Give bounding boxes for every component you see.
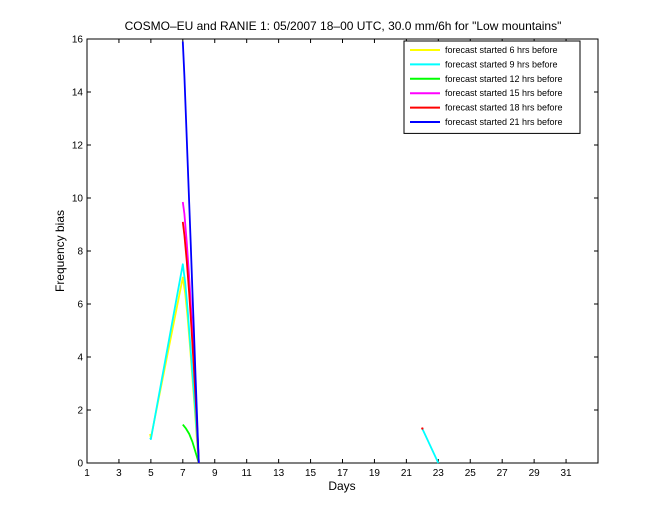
y-tick-label: 2 (77, 406, 83, 417)
x-tick-label: 9 (212, 468, 218, 479)
legend-entry-label: forecast started 6 hrs before (445, 45, 558, 55)
x-tick-label: 25 (465, 468, 477, 479)
y-tick-label: 0 (77, 459, 83, 470)
x-tick-label: 1 (84, 468, 90, 479)
x-tick-label: 13 (273, 468, 285, 479)
y-tick-label: 12 (72, 141, 84, 152)
x-tick-label: 23 (433, 468, 445, 479)
series-point (421, 427, 424, 430)
y-tick-label: 16 (72, 35, 84, 46)
y-tick-label: 14 (72, 88, 84, 99)
x-tick-label: 29 (529, 468, 541, 479)
y-tick-label: 10 (72, 194, 84, 205)
x-axis-label: Days (328, 479, 355, 493)
x-tick-label: 11 (241, 468, 252, 479)
x-tick-label: 5 (148, 468, 154, 479)
x-tick-label: 17 (337, 468, 349, 479)
series-line (421, 428, 440, 464)
series-line (181, 41, 200, 464)
x-tick-label: 31 (561, 468, 573, 479)
series-3 (182, 424, 200, 464)
x-tick-label: 19 (369, 468, 381, 479)
x-tick-label: 7 (180, 468, 186, 479)
y-axis-label: Frequency bias (53, 210, 67, 292)
series-6 (181, 41, 200, 464)
x-tick-label: 27 (497, 468, 509, 479)
legend-entry-label: forecast started 15 hrs before (445, 88, 563, 98)
x-tick-label: 21 (401, 468, 413, 479)
y-tick-label: 4 (77, 353, 83, 364)
series-line (182, 424, 200, 464)
legend-entry-label: forecast started 21 hrs before (445, 117, 563, 127)
x-tick-label: 15 (305, 468, 317, 479)
legend: forecast started 6 hrs before forecast st… (403, 40, 581, 134)
y-tick-label: 8 (77, 247, 83, 258)
chart-title: COSMO–EU and RANIE 1: 05/2007 18–00 UTC,… (125, 19, 562, 33)
x-tick-label: 3 (116, 468, 122, 479)
legend-box (403, 40, 581, 134)
y-tick-label: 6 (77, 300, 83, 311)
legend-entry-label: forecast started 18 hrs before (445, 103, 563, 113)
legend-entry-label: forecast started 9 hrs before (445, 59, 558, 69)
legend-entry-label: forecast started 12 hrs before (445, 74, 563, 84)
